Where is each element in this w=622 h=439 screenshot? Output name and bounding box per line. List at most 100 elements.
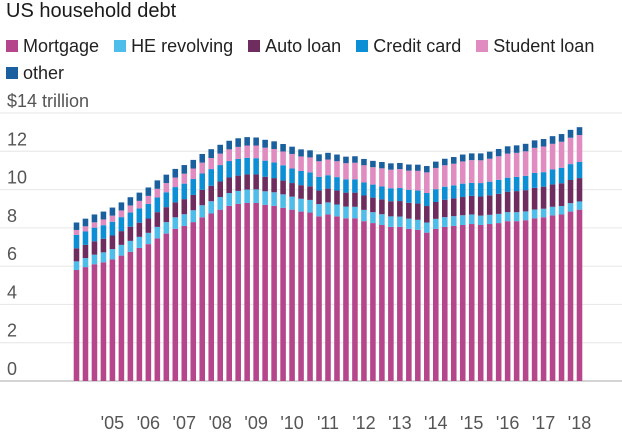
- bar-segment: [163, 207, 170, 223]
- bar-segment: [522, 175, 529, 191]
- bar-segment: [100, 211, 107, 220]
- bar-segment: [352, 156, 358, 163]
- bar-segment: [82, 226, 89, 232]
- bar-segment: [406, 202, 412, 219]
- bar-segment: [540, 208, 547, 218]
- bar-segment: [334, 204, 340, 217]
- bar-segment: [549, 184, 556, 207]
- bar-segment: [217, 181, 223, 198]
- bar-segment: [522, 211, 529, 221]
- bar-segment: [370, 160, 376, 168]
- bar-segment: [163, 192, 170, 208]
- bar-segment: [325, 214, 331, 381]
- bar-segment: [343, 218, 349, 381]
- bar-segment: [109, 259, 116, 381]
- bar-segment: [262, 204, 268, 381]
- legend-label: HE revolving: [131, 36, 234, 56]
- legend-label: Mortgage: [23, 36, 100, 56]
- bar-segment: [91, 222, 98, 228]
- bar-segment: [450, 216, 457, 226]
- bar-segment: [567, 164, 574, 180]
- bar-segment: [217, 144, 223, 154]
- bar-segment: [280, 144, 286, 152]
- bar-segment: [253, 189, 259, 203]
- bar-segment: [388, 201, 394, 217]
- bar-segment: [370, 212, 376, 224]
- bar-segment: [549, 206, 556, 216]
- bar-segment: [397, 188, 403, 202]
- bar-segment: [127, 226, 134, 241]
- bar-segment: [118, 210, 125, 218]
- bar-segment: [127, 240, 134, 252]
- bar-segment: [208, 157, 215, 170]
- bar-segment: [379, 168, 385, 187]
- bar-segment: [181, 173, 188, 184]
- bar-segment: [73, 261, 80, 270]
- bar-segment: [450, 185, 457, 199]
- bar-segment: [190, 210, 197, 223]
- bar-segment: [352, 206, 358, 219]
- bar-segment: [73, 248, 80, 262]
- x-tick-label: '14: [424, 413, 447, 433]
- y-tick-label: 4: [7, 282, 17, 302]
- y-tick-label: 8: [7, 206, 17, 226]
- bar-segment: [433, 161, 439, 168]
- chart-title: US household debt: [6, 0, 177, 22]
- bar-segment: [406, 164, 412, 171]
- bar-segment: [531, 140, 538, 148]
- legend-item-mortgage: Mortgage: [6, 33, 99, 60]
- bar-segment: [316, 204, 322, 217]
- bar-segment: [459, 224, 466, 381]
- bar-segment: [576, 127, 583, 136]
- bar-segment: [118, 244, 125, 256]
- bar-segment: [450, 225, 457, 381]
- bar-segment: [262, 191, 268, 205]
- bar-segment: [253, 202, 259, 381]
- bar-segment: [558, 183, 565, 207]
- bar-segment: [316, 154, 322, 162]
- bar-segment: [522, 151, 529, 176]
- bar-segment: [540, 146, 547, 173]
- bar-segment: [450, 163, 457, 186]
- bar-segment: [118, 217, 125, 232]
- bar-segment: [109, 207, 116, 216]
- bar-segment: [217, 209, 223, 381]
- bar-segment: [433, 202, 439, 219]
- bar-segment: [109, 215, 116, 222]
- bar-segment: [459, 154, 466, 162]
- bar-segment: [82, 231, 89, 245]
- bar-segment: [495, 148, 502, 157]
- bar-segment: [181, 225, 188, 381]
- x-tick-label: '13: [388, 413, 411, 433]
- bar-segment: [298, 211, 304, 381]
- bar-segment: [271, 178, 277, 193]
- bar-segment: [504, 221, 511, 381]
- y-tick-label: 0: [7, 359, 17, 379]
- bar-segment: [558, 167, 565, 184]
- bar-segment: [334, 154, 340, 162]
- bar-segment: [379, 224, 385, 381]
- x-tick-label: '15: [460, 413, 483, 433]
- bar-segment: [307, 186, 313, 200]
- legend-item-he-revolving: HE revolving: [114, 33, 233, 60]
- bar-segment: [100, 219, 107, 226]
- bar-segment: [190, 222, 197, 381]
- bar-segment: [406, 218, 412, 229]
- bar-segment: [271, 192, 277, 206]
- bar-segment: [424, 166, 430, 173]
- bar-segment: [406, 189, 412, 203]
- bar-segment: [334, 177, 340, 191]
- bar-segment: [73, 229, 80, 235]
- bar-segment: [558, 214, 565, 381]
- bar-segment: [289, 153, 295, 169]
- bar-segment: [477, 183, 484, 197]
- bar-segment: [576, 162, 583, 179]
- bar-segment: [145, 203, 152, 219]
- bar-segment: [352, 192, 358, 207]
- legend-swatch: [6, 40, 18, 52]
- bar-segment: [289, 146, 295, 154]
- bar-segment: [217, 197, 223, 210]
- bar-segment: [226, 161, 232, 178]
- bar-segment: [208, 149, 215, 158]
- bar-segment: [127, 197, 134, 206]
